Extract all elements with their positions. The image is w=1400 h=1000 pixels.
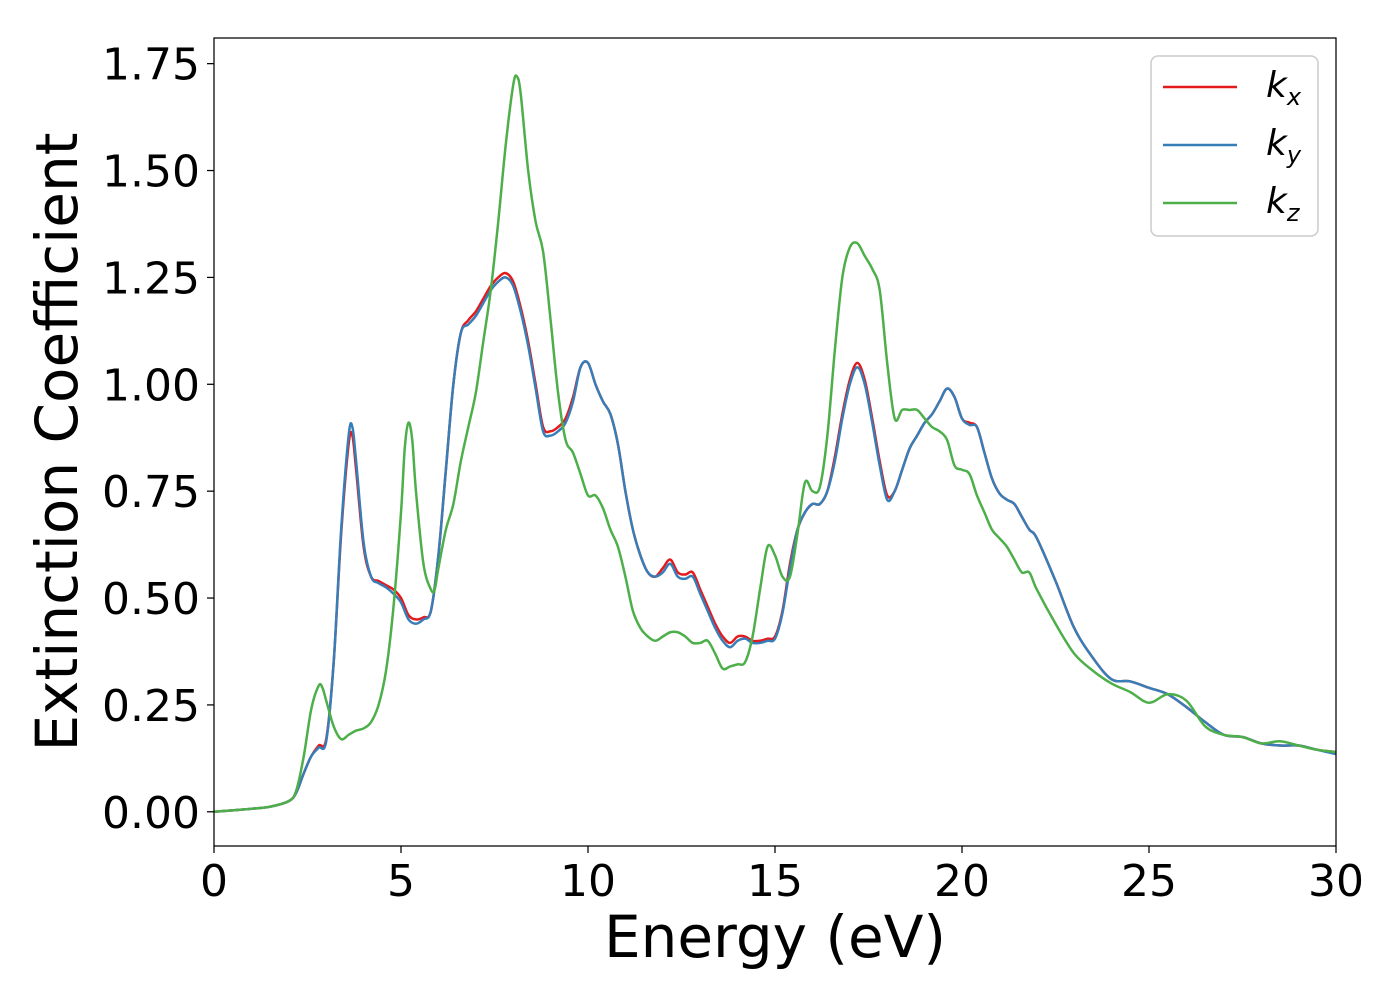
legend-label-kx: kx xyxy=(1266,65,1302,111)
y-tick-label: 1.25 xyxy=(102,253,200,304)
legend-label-subscript: x xyxy=(1286,83,1302,111)
legend-label-base: k xyxy=(1266,181,1289,222)
x-tick-label: 0 xyxy=(200,856,228,907)
y-axis: 0.00 0.25 0.50 0.75 1.00 1.25 1.50 1.75 xyxy=(102,40,214,839)
series-layer xyxy=(214,74,1336,814)
y-tick-label: 0.00 xyxy=(102,788,200,839)
legend-label-base: k xyxy=(1266,65,1289,106)
y-tick-label: 1.00 xyxy=(102,360,200,411)
x-tick-label: 5 xyxy=(387,856,415,907)
y-tick-label: 0.50 xyxy=(102,574,200,625)
y-tick-label: 0.75 xyxy=(102,467,200,518)
legend-label-subscript: z xyxy=(1286,199,1301,227)
y-tick-label: 0.25 xyxy=(102,681,200,732)
x-axis: 0 5 10 15 20 25 30 xyxy=(200,846,1364,907)
x-tick-label: 30 xyxy=(1308,856,1364,907)
x-tick-label: 10 xyxy=(560,856,616,907)
x-tick-label: 20 xyxy=(934,856,990,907)
y-axis-title: Extinction Coefficient xyxy=(23,133,91,752)
x-axis-title: Energy (eV) xyxy=(604,903,946,971)
series-line-ky xyxy=(214,276,1336,814)
x-tick-label: 15 xyxy=(747,856,803,907)
legend-label-kz: kz xyxy=(1266,181,1301,227)
legend-label-subscript: y xyxy=(1286,141,1302,169)
legend-label-base: k xyxy=(1266,123,1289,164)
y-tick-label: 1.75 xyxy=(102,40,200,91)
y-tick-label: 1.50 xyxy=(102,147,200,198)
legend-label-ky: ky xyxy=(1266,123,1302,169)
series-line-kz xyxy=(214,74,1336,814)
x-tick-label: 25 xyxy=(1121,856,1177,907)
